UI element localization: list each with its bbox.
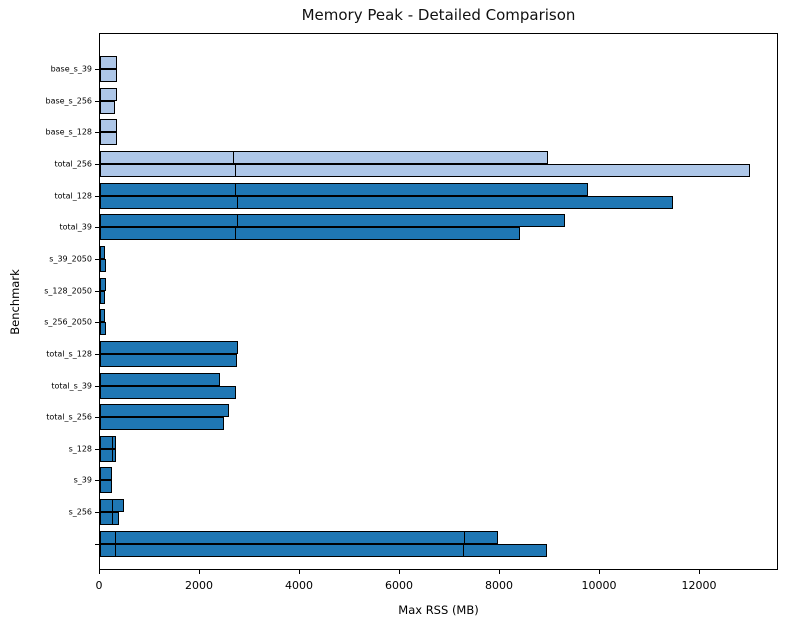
x-tick-label: 10000 [581, 579, 617, 592]
x-tick-label: 6000 [385, 579, 413, 592]
y-tick [95, 69, 99, 70]
bar [100, 372, 220, 386]
x-tick-label: 12000 [681, 579, 717, 592]
x-tick-label: 8000 [485, 579, 513, 592]
x-tick [499, 570, 500, 574]
bar [100, 227, 520, 241]
bar-mark [114, 530, 116, 544]
x-tick [699, 570, 700, 574]
bar [100, 480, 112, 494]
bar [100, 163, 750, 177]
y-tick [95, 448, 99, 450]
bar-mark [235, 163, 236, 177]
bar [100, 214, 565, 228]
y-tick-label: s_256_2050 [44, 317, 92, 327]
y-tick-label: s_39 [73, 475, 92, 485]
bar-mark [233, 150, 234, 164]
bar [100, 322, 106, 336]
bar-mark [111, 499, 113, 513]
bar-mark [463, 530, 465, 544]
y-tick [95, 258, 99, 260]
bar-mark [237, 195, 238, 209]
x-tick [199, 570, 200, 574]
bar [100, 245, 105, 259]
bar [100, 132, 118, 146]
y-tick-label: base_s_256 [45, 96, 92, 106]
y-tick [95, 195, 99, 197]
y-tick [95, 417, 99, 419]
bar-mark [462, 543, 464, 557]
x-tick-label: 4000 [285, 579, 313, 592]
x-axis-label: Max RSS (MB) [398, 603, 479, 617]
bar [100, 404, 229, 418]
bar [100, 543, 547, 557]
bar [100, 435, 116, 449]
y-tick-label: total_128 [54, 191, 92, 201]
y-tick-label: s_128_2050 [44, 286, 92, 296]
x-tick [399, 570, 400, 574]
bar [100, 512, 119, 526]
y-tick [95, 290, 99, 292]
bar-mark [111, 435, 113, 449]
y-tick-label: total_s_128 [46, 349, 92, 359]
bar [100, 353, 237, 367]
x-tick [299, 570, 300, 574]
bar [100, 258, 106, 272]
bar [100, 385, 236, 399]
bar-mark [114, 543, 116, 557]
bar-mark [111, 512, 113, 526]
bar [100, 119, 117, 133]
bar-mark [237, 214, 238, 228]
y-tick [95, 512, 99, 514]
plot-area [99, 33, 778, 570]
x-tick-label: 0 [95, 579, 103, 592]
bar-mark [235, 227, 236, 241]
bar [100, 467, 112, 481]
bar [100, 499, 124, 513]
y-tick-label: total_256 [54, 159, 92, 169]
y-tick-label: total_s_39 [51, 381, 92, 390]
y-tick-label: total_39 [59, 222, 92, 232]
y-tick-label: base_s_128 [45, 127, 92, 137]
bar-mark [235, 182, 236, 196]
y-tick [95, 163, 99, 165]
x-tick [99, 570, 100, 574]
y-tick [95, 322, 99, 324]
bar [100, 309, 105, 323]
y-tick [95, 227, 99, 229]
bar [100, 277, 106, 291]
x-tick-label: 2000 [185, 579, 213, 592]
bar [100, 182, 588, 196]
bar [100, 150, 548, 164]
y-tick-label: s_39_2050 [49, 254, 92, 264]
y-tick [95, 132, 99, 134]
y-tick-label: s_256 [68, 507, 92, 517]
y-tick [95, 100, 99, 102]
y-tick [95, 385, 99, 387]
bar-mark [111, 448, 113, 462]
bar [100, 340, 238, 354]
y-tick-label: base_s_39 [50, 64, 92, 74]
bar [100, 448, 116, 462]
bar [100, 417, 224, 431]
bar [100, 87, 118, 101]
bar [100, 69, 117, 82]
y-tick [95, 480, 99, 482]
bar [100, 195, 673, 209]
y-tick [95, 543, 99, 545]
bar [100, 290, 105, 304]
y-tick-label: total_s_256 [46, 412, 92, 422]
bar [100, 100, 115, 114]
y-tick-label: s_128 [68, 444, 92, 454]
chart-title: Memory Peak - Detailed Comparison [301, 6, 576, 24]
x-tick [599, 570, 600, 574]
bar [100, 56, 117, 69]
y-tick [95, 353, 99, 355]
bar [100, 530, 498, 544]
